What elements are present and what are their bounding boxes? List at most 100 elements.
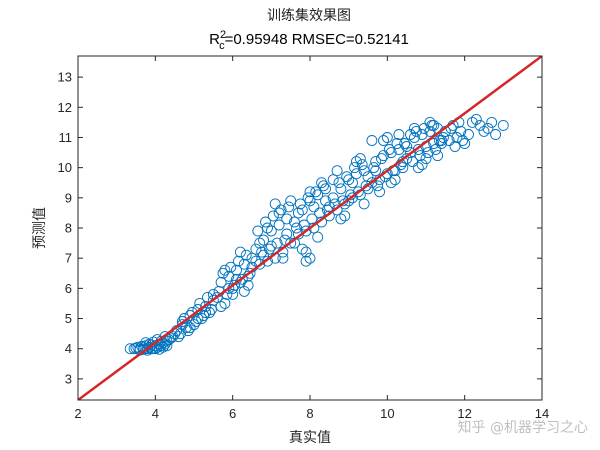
- scatter-point: [352, 186, 364, 198]
- scatter-point: [273, 207, 285, 219]
- scatter-point: [466, 116, 478, 128]
- scatter-point: [200, 301, 212, 312]
- scatter-point: [335, 213, 347, 225]
- scatter-point: [412, 144, 424, 155]
- scatter-point: [356, 159, 368, 171]
- scatter-point: [436, 138, 447, 149]
- scatter-point: [180, 322, 192, 334]
- scatter-point: [347, 177, 358, 189]
- scatter-point: [378, 150, 389, 162]
- x-tick-label: 8: [306, 406, 313, 421]
- scatter-point: [281, 213, 293, 225]
- scatter-point: [308, 201, 320, 213]
- scatter-point: [372, 180, 384, 192]
- scatter-point: [223, 270, 235, 282]
- scatter-point: [163, 334, 175, 346]
- scatter-point: [374, 186, 386, 198]
- scatter-point: [196, 313, 208, 324]
- scatter-point: [410, 125, 422, 137]
- y-axis-ticks: 3 4 5 6 7 8 9 10 11 12 13: [58, 70, 542, 386]
- scatter-point: [240, 249, 252, 261]
- scatter-point: [366, 135, 378, 146]
- scatter-point: [296, 204, 308, 216]
- x-tick-label: 10: [380, 406, 394, 421]
- scatter-point: [211, 291, 223, 303]
- scatter-point: [300, 255, 312, 267]
- subtitle-metrics: =0.95948 RMSEC=0.52141: [225, 31, 409, 48]
- scatter-point: [263, 243, 275, 255]
- scatter-point: [246, 252, 258, 264]
- scatter-point: [366, 177, 378, 189]
- scatter-point: [486, 116, 498, 128]
- scatter-point: [349, 162, 360, 174]
- scatter-point: [331, 165, 343, 177]
- scatter-point: [497, 119, 509, 131]
- scatter-point: [262, 255, 273, 267]
- scatter-point: [412, 162, 424, 174]
- scatter-point: [285, 237, 297, 249]
- y-tick-label: 9: [65, 190, 72, 205]
- scatter-point: [327, 174, 339, 186]
- scatter-point: [478, 125, 490, 137]
- scatter-point: [252, 225, 264, 237]
- reference-line: [78, 56, 542, 400]
- scatter-point: [370, 165, 382, 177]
- scatter-point: [405, 147, 416, 159]
- scatter-point: [192, 313, 204, 324]
- scatter-point: [401, 141, 413, 152]
- scatter-point: [463, 129, 474, 140]
- subtitle-superscript: 2: [220, 29, 226, 41]
- scatter-point: [360, 180, 372, 192]
- scatter-point: [416, 129, 428, 140]
- scatter-point: [182, 325, 194, 337]
- scatter-point: [323, 201, 335, 213]
- y-tick-label: 11: [59, 130, 73, 145]
- scatter-point: [474, 119, 486, 131]
- scatter-point: [217, 267, 229, 279]
- scatter-point: [407, 156, 418, 168]
- scatter-point: [306, 213, 318, 225]
- y-tick-label: 6: [65, 281, 72, 296]
- scatter-point: [391, 138, 403, 149]
- scatter-point: [459, 138, 471, 149]
- scatter-point: [428, 138, 440, 149]
- scatter-point: [256, 246, 268, 258]
- scatter-point: [393, 129, 405, 140]
- scatter-point: [205, 304, 217, 315]
- scatter-point: [443, 135, 455, 146]
- scatter-point: [304, 195, 316, 207]
- scatter-point: [238, 258, 250, 270]
- scatter-point: [204, 307, 215, 318]
- scatter-point: [437, 132, 449, 143]
- scatter-point: [219, 297, 231, 309]
- scatter-point: [184, 322, 196, 334]
- scatter-point: [200, 307, 212, 318]
- scatter-point: [399, 138, 411, 149]
- scatter-point: [190, 316, 202, 327]
- scatter-point: [350, 156, 362, 168]
- scatter-point: [262, 222, 273, 234]
- x-axis-ticks: 2 4 6 8 10 12 14: [74, 56, 549, 421]
- scatter-point: [265, 225, 277, 237]
- scatter-point: [385, 177, 397, 189]
- x-tick-label: 6: [229, 406, 236, 421]
- x-tick-label: 2: [74, 406, 81, 421]
- x-tick-label: 12: [457, 406, 471, 421]
- scatter-point: [482, 122, 494, 134]
- scatter-point: [424, 125, 436, 137]
- scatter-point: [281, 228, 293, 240]
- scatter-point: [173, 331, 184, 343]
- scatter-point: [358, 165, 370, 177]
- chart-subtitle: R2 c=0.95948 RMSEC=0.52141: [209, 29, 409, 52]
- y-tick-label: 8: [65, 221, 72, 236]
- chart-title: 训练集效果图: [267, 7, 351, 24]
- scatter-point: [376, 153, 387, 165]
- scatter-point: [312, 231, 324, 243]
- scatter-point: [167, 331, 179, 343]
- scatter-point: [449, 141, 461, 152]
- scatter-point: [416, 159, 428, 171]
- scatter-point: [184, 310, 196, 321]
- y-tick-label: 7: [65, 251, 72, 266]
- scatter-point: [292, 207, 304, 219]
- scatter-point: [378, 135, 389, 146]
